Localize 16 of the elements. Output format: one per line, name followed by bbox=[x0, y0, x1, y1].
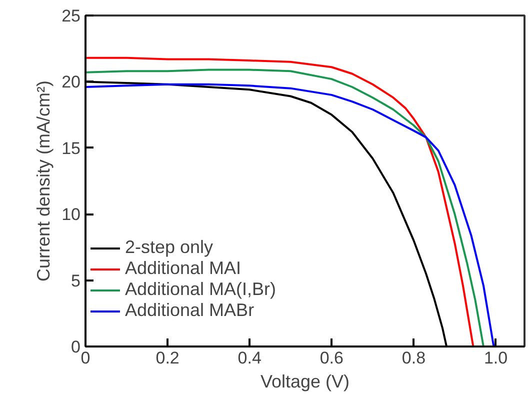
legend-label: Additional MABr bbox=[125, 300, 254, 321]
x-axis-title: Voltage (V) bbox=[260, 372, 350, 392]
legend-label: Additional MA(I,Br) bbox=[125, 279, 276, 300]
x-tick-label: 0.6 bbox=[320, 348, 344, 368]
y-tick-label: 20 bbox=[62, 72, 81, 92]
legend-label: 2-step only bbox=[125, 237, 214, 258]
y-tick-label: 10 bbox=[62, 205, 81, 224]
x-tick-label: 0.4 bbox=[238, 348, 262, 368]
y-tick-label: 5 bbox=[71, 271, 81, 290]
legend-label: Additional MAI bbox=[125, 258, 242, 279]
x-tick-label: 0.2 bbox=[156, 348, 180, 368]
x-tick-label: 1.0 bbox=[484, 348, 508, 368]
y-tick-label: 15 bbox=[62, 138, 81, 158]
y-tick-label: 25 bbox=[62, 6, 81, 26]
x-tick-label: 0.8 bbox=[402, 348, 426, 368]
y-axis-title: Current density (mA/cm²) bbox=[34, 80, 54, 282]
